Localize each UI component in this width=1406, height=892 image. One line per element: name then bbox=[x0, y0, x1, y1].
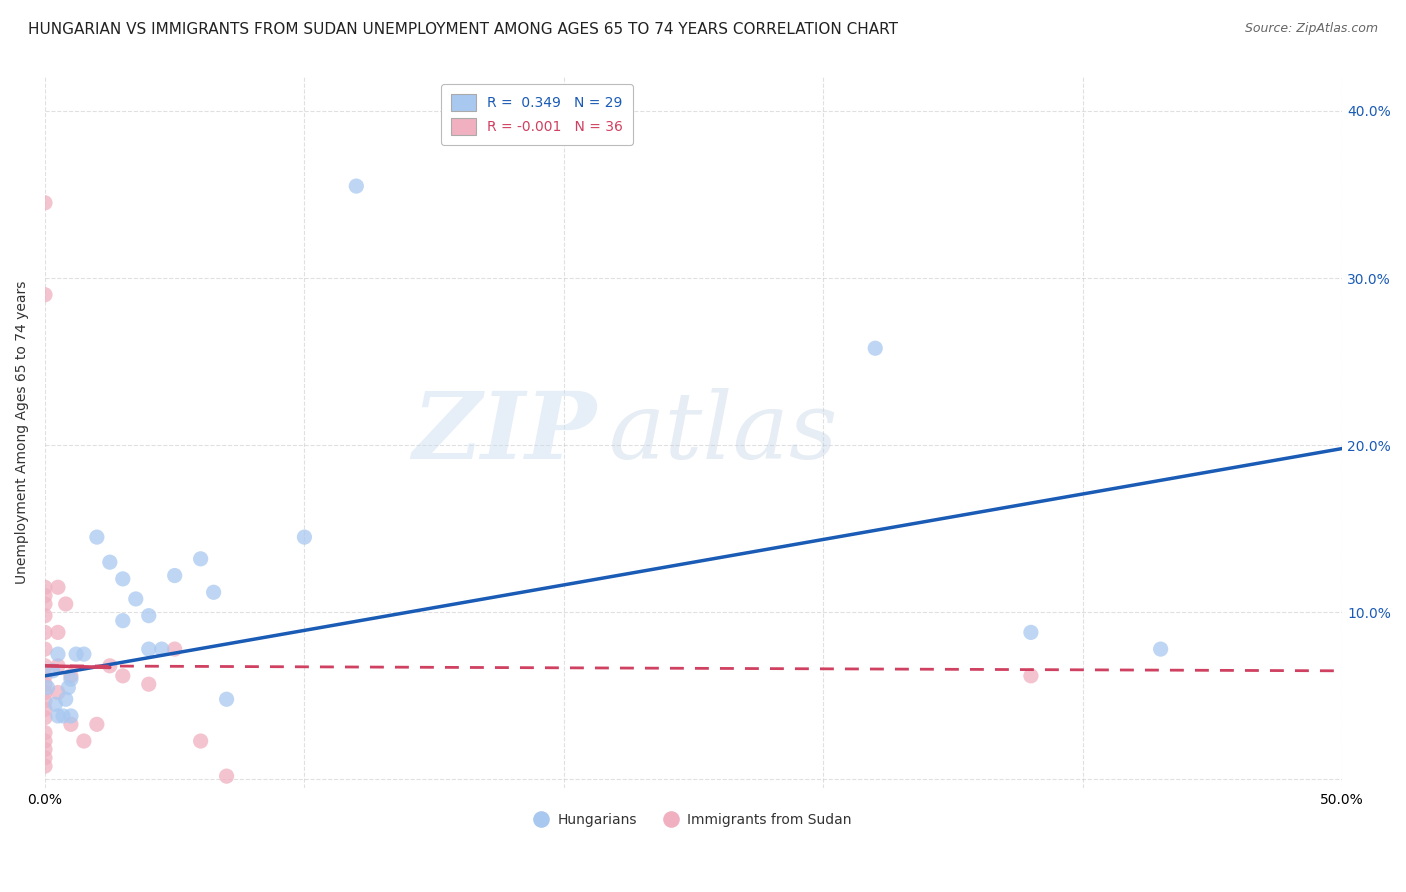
Point bbox=[55, 597, 77, 611]
Point bbox=[294, 530, 316, 544]
Point bbox=[73, 647, 96, 661]
Point bbox=[55, 692, 77, 706]
Point bbox=[46, 580, 69, 594]
Point bbox=[865, 341, 887, 355]
Point bbox=[34, 759, 56, 773]
Point bbox=[111, 669, 134, 683]
Point bbox=[98, 555, 121, 569]
Point bbox=[46, 685, 69, 699]
Point bbox=[34, 677, 56, 691]
Point bbox=[138, 608, 160, 623]
Legend: Hungarians, Immigrants from Sudan: Hungarians, Immigrants from Sudan bbox=[529, 806, 859, 834]
Point bbox=[46, 625, 69, 640]
Point bbox=[59, 717, 82, 731]
Point bbox=[150, 642, 173, 657]
Point bbox=[34, 597, 56, 611]
Point bbox=[1019, 669, 1042, 683]
Point bbox=[1149, 642, 1171, 657]
Y-axis label: Unemployment Among Ages 65 to 74 years: Unemployment Among Ages 65 to 74 years bbox=[15, 281, 30, 584]
Point bbox=[65, 647, 87, 661]
Point bbox=[34, 734, 56, 748]
Point bbox=[34, 195, 56, 210]
Point bbox=[190, 734, 212, 748]
Text: Source: ZipAtlas.com: Source: ZipAtlas.com bbox=[1244, 22, 1378, 36]
Point bbox=[34, 669, 56, 683]
Point bbox=[163, 642, 186, 657]
Point bbox=[1019, 625, 1042, 640]
Text: ZIP: ZIP bbox=[412, 388, 596, 477]
Point bbox=[34, 658, 56, 673]
Point bbox=[44, 698, 66, 712]
Point bbox=[202, 585, 225, 599]
Point bbox=[73, 734, 96, 748]
Point bbox=[46, 658, 69, 673]
Point bbox=[58, 681, 80, 695]
Point bbox=[34, 725, 56, 739]
Point bbox=[59, 669, 82, 683]
Point bbox=[34, 580, 56, 594]
Point bbox=[111, 614, 134, 628]
Point bbox=[344, 179, 367, 194]
Text: HUNGARIAN VS IMMIGRANTS FROM SUDAN UNEMPLOYMENT AMONG AGES 65 TO 74 YEARS CORREL: HUNGARIAN VS IMMIGRANTS FROM SUDAN UNEMP… bbox=[28, 22, 898, 37]
Point bbox=[34, 750, 56, 764]
Point bbox=[46, 709, 69, 723]
Point bbox=[42, 664, 65, 678]
Point bbox=[34, 694, 56, 708]
Point bbox=[37, 681, 59, 695]
Point bbox=[138, 642, 160, 657]
Point bbox=[34, 625, 56, 640]
Point bbox=[34, 711, 56, 725]
Point bbox=[34, 702, 56, 716]
Point bbox=[34, 742, 56, 756]
Point bbox=[215, 769, 238, 783]
Point bbox=[34, 589, 56, 603]
Point bbox=[46, 647, 69, 661]
Point bbox=[125, 591, 148, 606]
Point bbox=[190, 551, 212, 566]
Point bbox=[34, 287, 56, 301]
Point bbox=[215, 692, 238, 706]
Point bbox=[34, 608, 56, 623]
Point bbox=[86, 717, 108, 731]
Text: atlas: atlas bbox=[609, 388, 839, 477]
Point bbox=[34, 642, 56, 657]
Point bbox=[52, 709, 75, 723]
Point bbox=[86, 530, 108, 544]
Point bbox=[98, 658, 121, 673]
Point bbox=[111, 572, 134, 586]
Point bbox=[138, 677, 160, 691]
Point bbox=[59, 709, 82, 723]
Point bbox=[34, 685, 56, 699]
Point bbox=[163, 568, 186, 582]
Point bbox=[59, 672, 82, 686]
